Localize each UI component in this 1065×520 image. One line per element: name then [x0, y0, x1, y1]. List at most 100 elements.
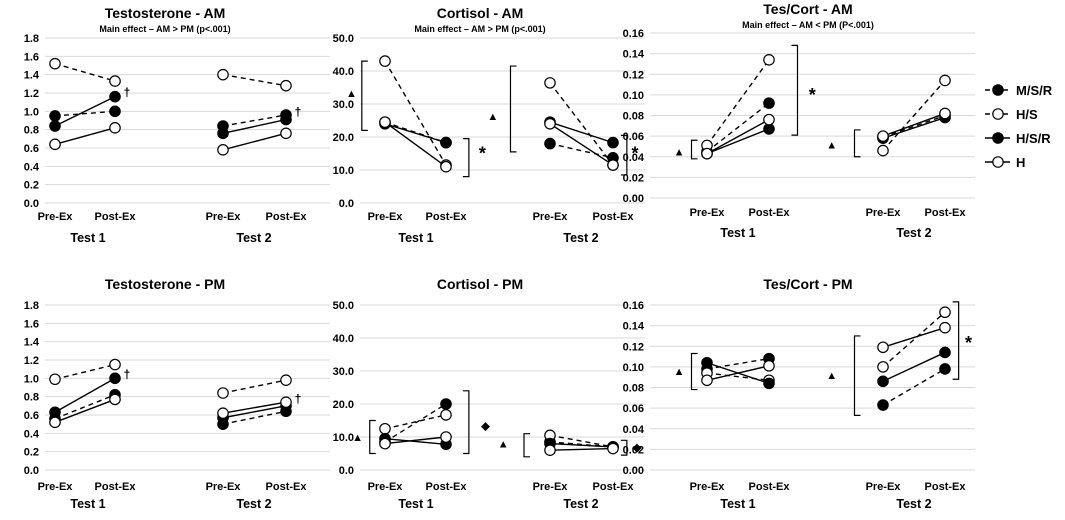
x-tick-label: Pre-Ex: [866, 481, 902, 493]
y-tick-label: 0.02: [623, 444, 644, 456]
group-label: Test 1: [720, 226, 755, 240]
data-point-m-s-r: [877, 399, 889, 411]
series-line-h: [706, 119, 770, 155]
series-line-h-s-r: [882, 116, 946, 139]
group-label: Test 1: [70, 497, 105, 511]
data-point-m-s-r: [49, 110, 61, 122]
significance-bracket: [791, 44, 799, 136]
series-line-h: [706, 365, 770, 381]
data-point-h-s: [877, 361, 889, 373]
data-point-h: [49, 416, 61, 429]
data-point-h: [280, 127, 292, 140]
data-point-h: [440, 160, 452, 173]
data-point-h: [607, 442, 619, 455]
x-tick-label: Pre-Ex: [38, 211, 74, 223]
data-point-h-s: [280, 79, 292, 92]
annotation-mark: *: [479, 144, 486, 164]
data-point-h-s: [280, 374, 292, 386]
legend-marker: [992, 156, 1004, 168]
group-label: Test 2: [896, 497, 931, 511]
data-point-h-s-r: [49, 120, 61, 132]
data-point-h-s: [109, 358, 121, 371]
x-tick-label: Post-Ex: [266, 211, 308, 223]
chart-tescort-pm: 0.00 0.02 0.04 0.06 0.08 0.10 0.12 0.14 0.16 Tes/…: [623, 276, 975, 511]
data-point-h-s-r: [701, 356, 713, 369]
series-line-h: [384, 436, 447, 445]
annotation-mark: ◆: [480, 420, 490, 432]
series-line-h: [882, 327, 946, 348]
y-tick-label: 0.16: [623, 300, 644, 312]
series-line-h: [549, 123, 614, 166]
y-tick-label: 1.4: [24, 337, 40, 349]
group-label: Test 2: [236, 497, 271, 511]
series-line-h-s-r: [384, 123, 447, 144]
series-line-h-s: [706, 372, 770, 381]
data-point-h-s-r: [280, 113, 292, 126]
legend: M/S/R H/S H/S/R H: [985, 83, 1053, 170]
data-point-h: [877, 130, 889, 142]
y-tick-label: 0.0: [24, 198, 39, 210]
data-point-h-s: [379, 422, 391, 435]
series-line-m-s-r: [549, 441, 614, 448]
data-point-h: [607, 159, 619, 171]
annotation-mark: †: [295, 392, 302, 406]
x-tick-label: Pre-Ex: [368, 481, 404, 493]
x-tick-label: Post-Ex: [749, 207, 791, 219]
series-line-m-s-r: [549, 142, 614, 159]
y-tick-label: 20.0: [333, 399, 354, 411]
y-tick-label: 0.16: [623, 28, 644, 40]
series-line-h: [549, 447, 614, 451]
y-tick-label: 0.4: [24, 428, 40, 440]
data-point-h-s-r: [607, 136, 619, 149]
data-point-h: [701, 374, 713, 387]
data-point-h-s: [939, 74, 951, 87]
data-point-h-s-r: [939, 346, 951, 359]
y-tick-label: 0.0: [339, 198, 354, 210]
chart-title: Cortisol - PM: [437, 276, 523, 292]
annotation-mark: ▲: [826, 139, 837, 151]
significance-bracket: [690, 352, 698, 391]
series-line-h-s-r: [222, 118, 287, 135]
chart-cortisol-am: 0.0 10.0 20.0 30.0 40.0 50.0 Cortisol - AM Main…: [333, 5, 645, 245]
y-tick-label: 10.0: [333, 432, 354, 444]
data-point-m-s-r: [939, 363, 951, 375]
series-line-h-s: [222, 379, 287, 394]
data-point-h: [217, 407, 229, 419]
data-point-h: [440, 431, 452, 443]
group-label: Test 1: [398, 231, 433, 245]
significance-bracket: [853, 335, 861, 416]
significance-bracket: [361, 60, 368, 131]
y-tick-label: 0.6: [24, 410, 39, 422]
series-line-h-s: [882, 79, 946, 152]
y-tick-label: 0.12: [623, 69, 644, 81]
y-tick-label: 1.2: [24, 355, 39, 367]
data-point-h-s-r: [763, 377, 775, 390]
y-tick-label: 0.06: [623, 403, 644, 415]
series-line-h-s-r: [222, 405, 287, 419]
annotation-mark: ▲: [674, 366, 685, 378]
series-line-h: [882, 112, 946, 137]
y-tick-label: 0.12: [623, 341, 644, 353]
x-tick-label: Pre-Ex: [368, 211, 404, 223]
data-point-h: [49, 138, 61, 151]
x-tick-label: Post-Ex: [266, 481, 308, 493]
series-line-h-s-r: [549, 442, 614, 448]
y-tick-label: 1.8: [24, 300, 39, 312]
data-point-h-s: [544, 77, 556, 89]
y-tick-label: 0.04: [623, 424, 645, 436]
series-line-h: [222, 401, 287, 414]
group-label: Test 2: [896, 226, 931, 240]
y-tick-label: 0.04: [623, 152, 645, 164]
series-line-h-s-r: [384, 437, 447, 445]
significance-bracket: [369, 419, 376, 455]
y-tick-label: 10.0: [333, 165, 354, 177]
group-label: Test 1: [720, 497, 755, 511]
data-point-h: [544, 444, 556, 456]
chart-title: Tes/Cort - AM: [763, 1, 852, 17]
series-line-m-s-r: [384, 403, 447, 443]
y-tick-label: 0.08: [623, 111, 644, 123]
annotation-mark: †: [124, 86, 131, 100]
data-point-h-s: [379, 55, 391, 67]
significance-bracket: [462, 138, 470, 178]
